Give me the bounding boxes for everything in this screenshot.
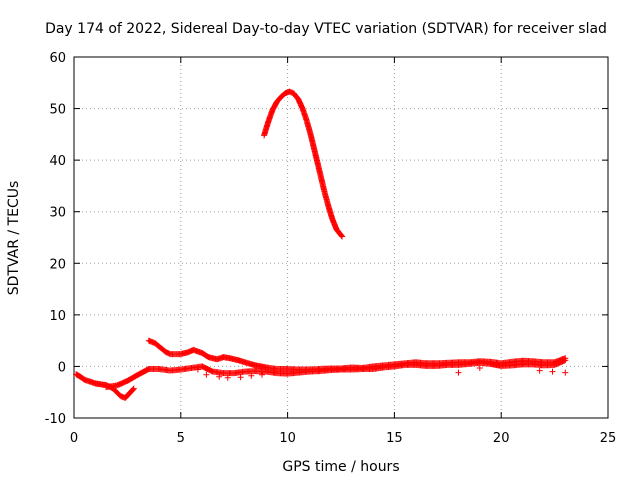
y-tick-label: 40: [49, 154, 66, 169]
y-tick-label: 30: [49, 206, 66, 221]
y-tick-label: 50: [49, 103, 66, 118]
x-tick-label: 25: [600, 431, 617, 446]
plot-frame: [73, 56, 609, 419]
x-tick-label: 15: [386, 431, 403, 446]
series-arc-high: [261, 88, 346, 240]
x-tick-label: 5: [177, 431, 185, 446]
ticks: [73, 56, 609, 419]
y-tick-label: 10: [49, 309, 66, 324]
series-scattered-lower: [194, 365, 569, 381]
data-point-markers: [261, 88, 346, 240]
x-axis-label: GPS time / hours: [282, 459, 399, 475]
data-point-markers: [194, 365, 569, 381]
series-upper-track: [145, 337, 569, 373]
data-points: [73, 88, 569, 401]
y-axis-label: SDTVAR / TECUs: [6, 181, 22, 296]
data-point-markers: [145, 337, 569, 373]
x-tick-label: 10: [279, 431, 296, 446]
x-tick-label: 0: [70, 431, 78, 446]
data-point-markers: [73, 371, 137, 401]
y-tick-label: -10: [45, 412, 66, 427]
tick-labels: 0 5 10 15 20 25 -10 0 10 20 30 40 50 60: [45, 51, 617, 446]
y-tick-label: 60: [49, 51, 66, 66]
x-tick-label: 20: [493, 431, 510, 446]
y-tick-label: 0: [58, 360, 66, 375]
y-tick-label: 20: [49, 257, 66, 272]
chart-title: Day 174 of 2022, Sidereal Day-to-day VTE…: [45, 21, 607, 37]
series-early-dip: [73, 371, 137, 401]
